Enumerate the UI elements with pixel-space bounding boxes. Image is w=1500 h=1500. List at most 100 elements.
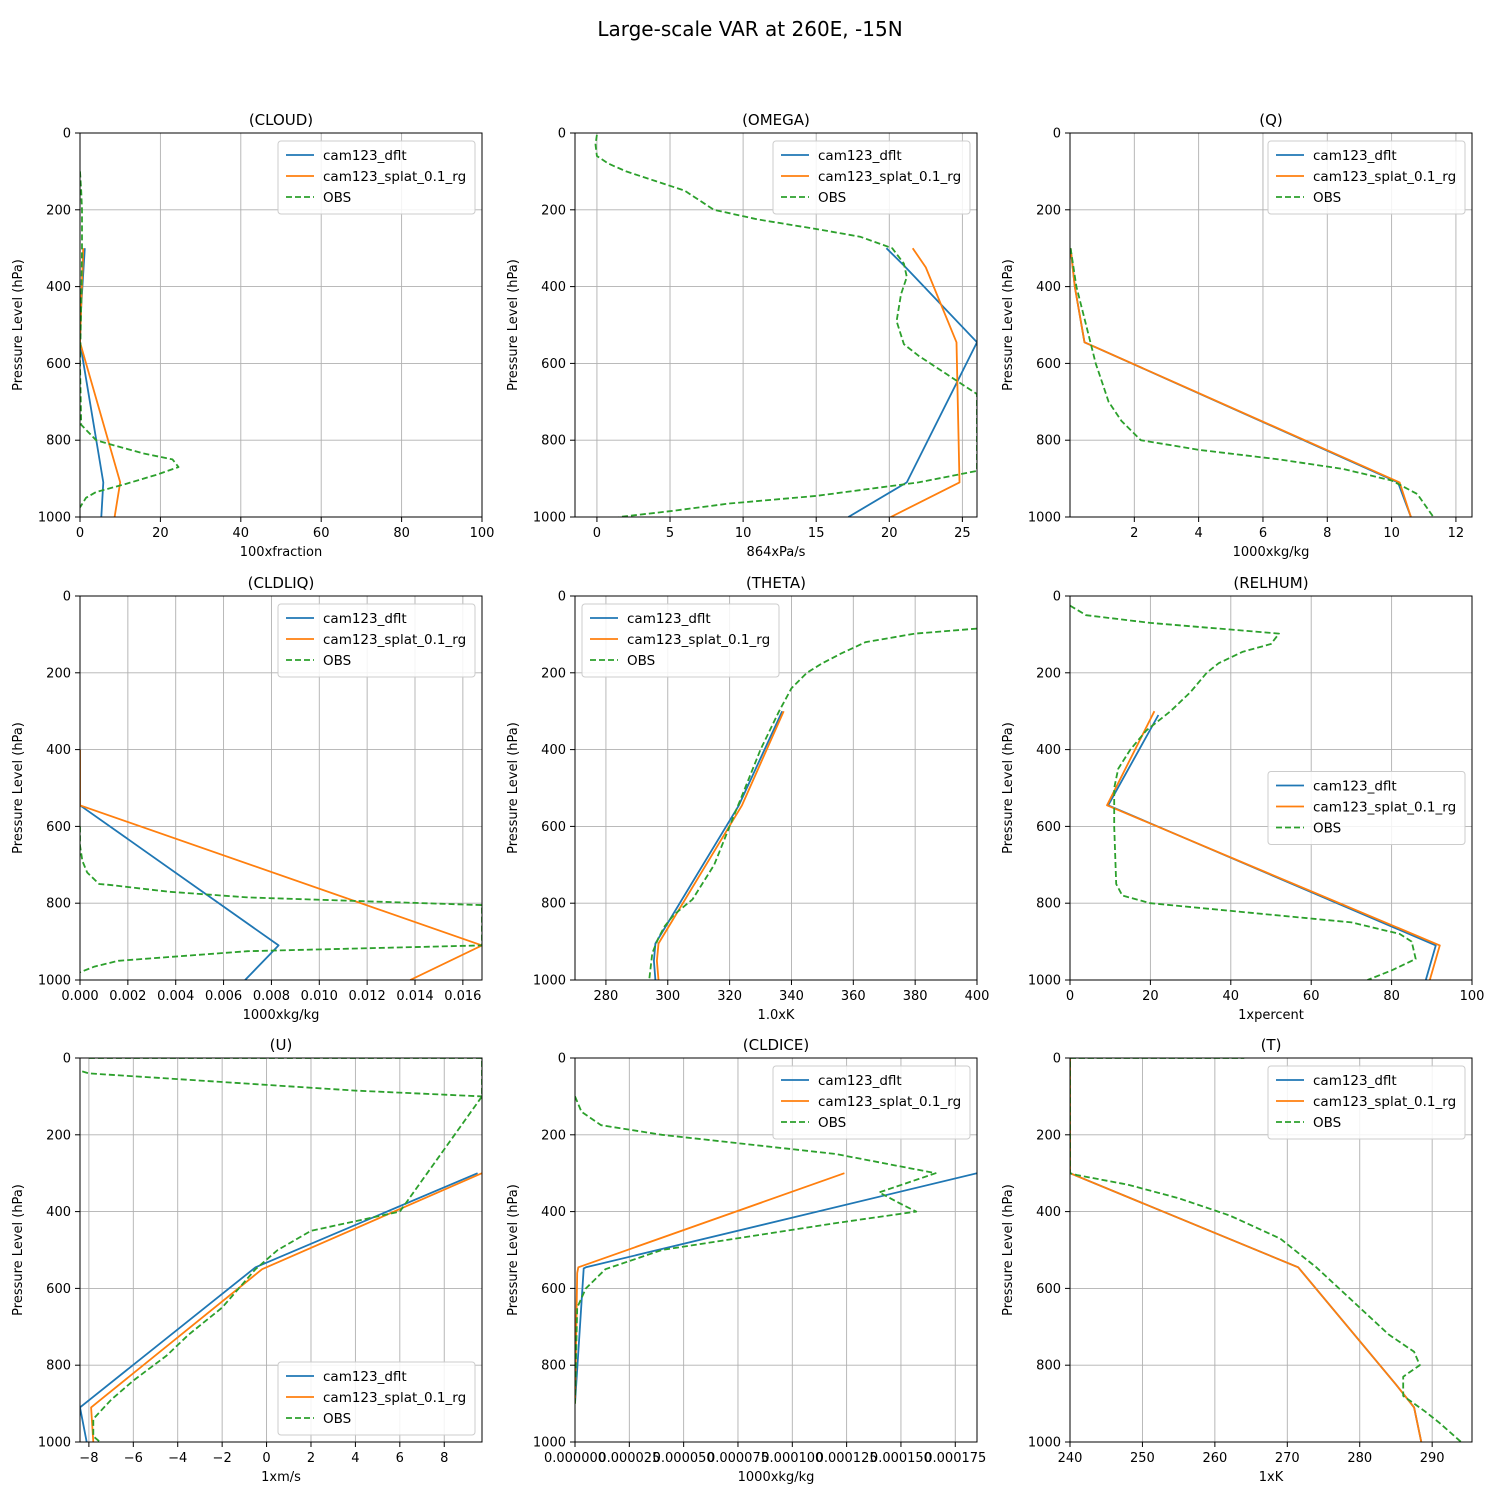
series-line-obs bbox=[575, 1096, 937, 1404]
x-axis-label: 1000xkg/kg bbox=[1233, 545, 1310, 560]
x-tick-label: 0.000025 bbox=[598, 1451, 660, 1466]
legend-label: cam123_splat_0.1_rg bbox=[323, 632, 466, 648]
series-line-dflt bbox=[80, 749, 280, 980]
x-tick-label: 10 bbox=[735, 526, 752, 541]
axes-frame bbox=[574, 595, 978, 981]
y-axis-label: Pressure Level (hPa) bbox=[11, 1184, 26, 1316]
series-line-dflt bbox=[847, 247, 977, 517]
x-axis-label: 1.0xK bbox=[758, 1008, 795, 1023]
legend-label: cam123_dflt bbox=[323, 148, 407, 164]
y-tick-label: 1000 bbox=[38, 1436, 71, 1451]
series-group bbox=[80, 171, 180, 517]
y-tick-label: 200 bbox=[1036, 203, 1061, 218]
y-tick-label: 0 bbox=[63, 590, 71, 605]
y-tick-label: 600 bbox=[1036, 357, 1061, 372]
legend-label: cam123_dflt bbox=[1313, 779, 1397, 795]
legend-label: OBS bbox=[323, 190, 351, 206]
chart-panel: 2 4 6 8 10 12 0 200 400 600 800 1000 (Q) 1000xkg/kg Pr… bbox=[1001, 111, 1473, 560]
y-axis-label: Pressure Level (hPa) bbox=[506, 259, 521, 391]
series-group bbox=[594, 134, 977, 517]
series-line-obs bbox=[594, 134, 977, 517]
legend-label: OBS bbox=[818, 1115, 846, 1131]
axes-frame bbox=[574, 1057, 978, 1443]
legend-label: cam123_splat_0.1_rg bbox=[1313, 1094, 1456, 1110]
x-tick-label: 8 bbox=[1323, 526, 1331, 541]
legend-label: OBS bbox=[1313, 1115, 1341, 1131]
series-line-dflt bbox=[575, 1172, 977, 1404]
y-tick-label: 800 bbox=[541, 434, 566, 449]
y-tick-label: 0 bbox=[1053, 127, 1061, 142]
y-tick-label: 1000 bbox=[1028, 511, 1061, 526]
legend: cam123_dflt cam123_splat_0.1_rg OBS bbox=[772, 140, 971, 215]
legend-label: cam123_splat_0.1_rg bbox=[323, 1390, 466, 1406]
x-tick-label: 100 bbox=[1460, 989, 1485, 1004]
x-axis-label: 1000xkg/kg bbox=[243, 1008, 320, 1023]
y-tick-label: 400 bbox=[541, 280, 566, 295]
x-tick-label: 0.000050 bbox=[653, 1451, 715, 1466]
series-line-splat bbox=[80, 248, 122, 517]
series-line-splat bbox=[1070, 1058, 1423, 1442]
legend-label: cam123_splat_0.1_rg bbox=[627, 632, 770, 648]
x-tick-label: 0.002 bbox=[109, 989, 146, 1004]
series-group bbox=[1070, 1058, 1462, 1442]
x-tick-label: 80 bbox=[393, 526, 410, 541]
x-tick-label: 12 bbox=[1448, 526, 1465, 541]
y-tick-label: 600 bbox=[46, 1282, 71, 1297]
x-tick-label: 0.000000 bbox=[544, 1451, 606, 1466]
x-axis-label: 1xm/s bbox=[261, 1470, 301, 1485]
y-axis-label: Pressure Level (hPa) bbox=[506, 1184, 521, 1316]
series-line-splat bbox=[890, 247, 961, 517]
legend: cam123_dflt cam123_splat_0.1_rg OBS bbox=[1267, 1065, 1466, 1140]
legend-box bbox=[1267, 771, 1466, 845]
x-tick-label: 400 bbox=[965, 989, 990, 1004]
y-tick-label: 800 bbox=[46, 434, 71, 449]
legend: cam123_dflt cam123_splat_0.1_rg OBS bbox=[1267, 771, 1466, 845]
x-tick-label: −8 bbox=[79, 1451, 98, 1466]
x-tick-label: 320 bbox=[717, 989, 742, 1004]
x-tick-label: 0.000125 bbox=[816, 1451, 878, 1466]
y-tick-label: 600 bbox=[1036, 1282, 1061, 1297]
x-tick-label: 0 bbox=[1066, 989, 1074, 1004]
y-tick-label: 200 bbox=[541, 203, 566, 218]
legend-box bbox=[772, 140, 971, 215]
legend-box bbox=[277, 603, 476, 678]
y-tick-label: 1000 bbox=[1028, 1436, 1061, 1451]
y-tick-label: 400 bbox=[1036, 1205, 1061, 1220]
y-tick-label: 400 bbox=[46, 743, 71, 758]
x-tick-label: 5 bbox=[666, 526, 674, 541]
x-tick-label: 0 bbox=[76, 526, 84, 541]
x-tick-label: 10 bbox=[1383, 526, 1400, 541]
y-axis-label: Pressure Level (hPa) bbox=[1001, 722, 1016, 854]
legend-label: cam123_dflt bbox=[1313, 1073, 1397, 1089]
y-tick-label: 200 bbox=[1036, 1128, 1061, 1143]
x-tick-label: 250 bbox=[1130, 1451, 1155, 1466]
x-tick-label: 6 bbox=[396, 1451, 404, 1466]
panel-title: (RELHUM) bbox=[1233, 574, 1308, 592]
series-line-splat bbox=[80, 749, 482, 980]
x-tick-label: 40 bbox=[233, 526, 250, 541]
chart-panel: 0 20 40 60 80 10002004006008001000(RELHUM)1xp… bbox=[1001, 574, 1484, 1023]
y-tick-label: 600 bbox=[46, 357, 71, 372]
series-line-obs bbox=[80, 826, 482, 974]
legend: cam123_dflt cam123_splat_0.1_rg OBS bbox=[277, 1361, 476, 1436]
legend-label: cam123_splat_0.1_rg bbox=[818, 1094, 961, 1110]
x-axis-label: 864xPa/s bbox=[747, 545, 806, 560]
legend-label: OBS bbox=[323, 653, 351, 669]
y-tick-label: 400 bbox=[46, 280, 71, 295]
y-axis-label: Pressure Level (hPa) bbox=[506, 722, 521, 854]
x-tick-label: 25 bbox=[954, 526, 971, 541]
legend: cam123_dflt cam123_splat_0.1_rg OBS bbox=[772, 1065, 971, 1140]
x-tick-label: 0.000 bbox=[61, 989, 98, 1004]
y-tick-label: 1000 bbox=[533, 1436, 566, 1451]
y-tick-label: 600 bbox=[541, 1282, 566, 1297]
legend-label: cam123_dflt bbox=[323, 611, 407, 627]
chart-panel: 280 300 320 340 360 380 400 0 200 400 600 800 1000 (T… bbox=[506, 574, 989, 1023]
x-tick-label: 4 bbox=[351, 1451, 359, 1466]
x-tick-label: 15 bbox=[808, 526, 825, 541]
legend-label: cam123_splat_0.1_rg bbox=[818, 169, 961, 185]
chart-panel: 0 20 40 60 80 10002004006008001000(CLOUD)100x… bbox=[11, 111, 494, 560]
panel-title: (T) bbox=[1261, 1036, 1282, 1054]
x-tick-label: 0 bbox=[262, 1451, 270, 1466]
y-axis-label: Pressure Level (hPa) bbox=[1001, 259, 1016, 391]
